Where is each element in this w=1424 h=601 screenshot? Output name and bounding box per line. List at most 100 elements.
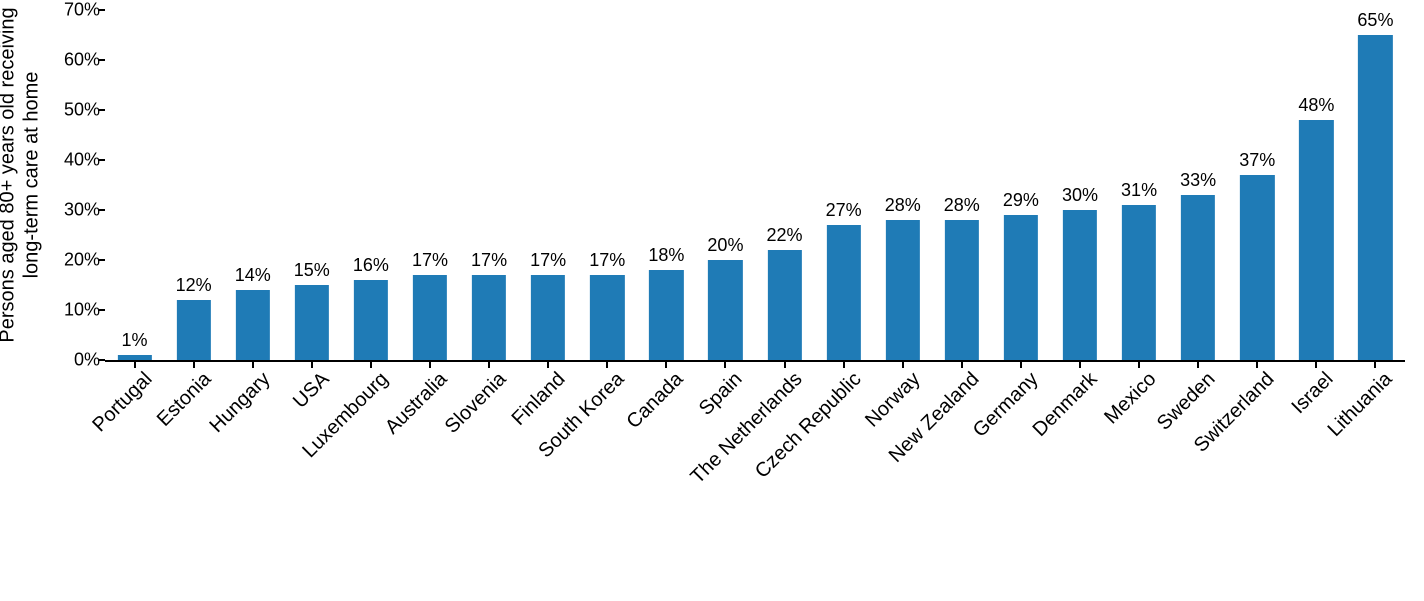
y-axis-title-container: Persons aged 80+ years old receivinglong… [0, 0, 40, 350]
bar-slot: 33% [1169, 10, 1228, 360]
x-labels-container: PortugalEstoniaHungaryUSALuxembourgAustr… [105, 362, 1405, 592]
bar-value-label: 30% [1062, 185, 1098, 206]
bar-slot: 28% [873, 10, 932, 360]
x-tick-mark [1374, 362, 1376, 368]
x-tick-mark [547, 362, 549, 368]
x-category-label: Mexico [1100, 368, 1161, 429]
bar-slot: 31% [1110, 10, 1169, 360]
x-tick-mark [1020, 362, 1022, 368]
bar [117, 355, 151, 360]
y-tick-label: 50% [50, 100, 100, 121]
y-tick-mark [99, 109, 105, 111]
x-tick-mark [311, 362, 313, 368]
x-tick-mark [488, 362, 490, 368]
y-tick-mark [99, 59, 105, 61]
bar-slot: 17% [578, 10, 637, 360]
bar [354, 280, 388, 360]
bar-slot: 20% [696, 10, 755, 360]
bar [886, 220, 920, 360]
x-category-label: USA [289, 368, 334, 413]
bar-value-label: 28% [885, 195, 921, 216]
bar-value-label: 17% [412, 250, 448, 271]
bar [649, 270, 683, 360]
x-category-label: Spain [695, 368, 747, 420]
bar-value-label: 20% [707, 235, 743, 256]
bar [1063, 210, 1097, 360]
bar-value-label: 17% [589, 250, 625, 271]
x-tick-mark [370, 362, 372, 368]
y-tick-label: 60% [50, 50, 100, 71]
bar-slot: 17% [460, 10, 519, 360]
bar [826, 225, 860, 360]
bar-slot: 12% [164, 10, 223, 360]
bar-value-label: 12% [176, 275, 212, 296]
plot-area: 1%12%14%15%16%17%17%17%17%18%20%22%27%28… [105, 10, 1405, 362]
bar-value-label: 27% [826, 200, 862, 221]
bar-value-label: 29% [1003, 190, 1039, 211]
x-tick-mark [193, 362, 195, 368]
bar [176, 300, 210, 360]
bar-slot: 15% [282, 10, 341, 360]
bar [413, 275, 447, 360]
bar [1181, 195, 1215, 360]
bar-slot: 48% [1287, 10, 1346, 360]
bar-slot: 29% [991, 10, 1050, 360]
x-category-label: Denmark [1029, 368, 1103, 442]
bar-slot: 18% [637, 10, 696, 360]
bar-slot: 30% [1050, 10, 1109, 360]
bar-slot: 17% [400, 10, 459, 360]
x-tick-mark [724, 362, 726, 368]
y-tick-mark [99, 9, 105, 11]
x-category-label: Slovenia [441, 368, 512, 439]
bar [1299, 120, 1333, 360]
x-category-label: Australia [381, 368, 452, 439]
bar-slot: 27% [814, 10, 873, 360]
bar-value-label: 28% [944, 195, 980, 216]
bar [708, 260, 742, 360]
bar-value-label: 17% [471, 250, 507, 271]
bar [531, 275, 565, 360]
bar-value-label: 18% [648, 245, 684, 266]
bar [1358, 35, 1392, 360]
bar-slot: 14% [223, 10, 282, 360]
bar-slot: 37% [1228, 10, 1287, 360]
bar [1240, 175, 1274, 360]
x-tick-mark [902, 362, 904, 368]
x-tick-mark [1315, 362, 1317, 368]
x-category-label: Canada [623, 368, 689, 434]
y-tick-label: 40% [50, 150, 100, 171]
bar-value-label: 14% [235, 265, 271, 286]
bar-chart: Persons aged 80+ years old receivinglong… [0, 0, 1424, 601]
y-axis-title: Persons aged 80+ years old receivinglong… [0, 7, 44, 342]
bar-value-label: 31% [1121, 180, 1157, 201]
x-tick-mark [961, 362, 963, 368]
bar [295, 285, 329, 360]
y-tick-mark [99, 259, 105, 261]
bar-value-label: 48% [1298, 95, 1334, 116]
bar-value-label: 65% [1357, 10, 1393, 31]
bar [767, 250, 801, 360]
x-tick-mark [606, 362, 608, 368]
bar-slot: 65% [1346, 10, 1405, 360]
bar-value-label: 22% [767, 225, 803, 246]
y-tick-label: 10% [50, 300, 100, 321]
bar-slot: 22% [755, 10, 814, 360]
x-tick-mark [1079, 362, 1081, 368]
x-category-label: Czech Republic [751, 368, 866, 483]
bar [472, 275, 506, 360]
y-tick-label: 0% [50, 350, 100, 371]
x-tick-mark [252, 362, 254, 368]
bar-value-label: 17% [530, 250, 566, 271]
x-category-label: Israel [1288, 368, 1339, 419]
bar [1122, 205, 1156, 360]
bars-container: 1%12%14%15%16%17%17%17%17%18%20%22%27%28… [105, 10, 1405, 360]
x-tick-mark [1197, 362, 1199, 368]
x-tick-mark [1138, 362, 1140, 368]
bar-value-label: 16% [353, 255, 389, 276]
y-tick-label: 30% [50, 200, 100, 221]
x-tick-mark [1256, 362, 1258, 368]
bar-slot: 28% [932, 10, 991, 360]
x-tick-mark [665, 362, 667, 368]
bar-slot: 17% [519, 10, 578, 360]
bar [590, 275, 624, 360]
